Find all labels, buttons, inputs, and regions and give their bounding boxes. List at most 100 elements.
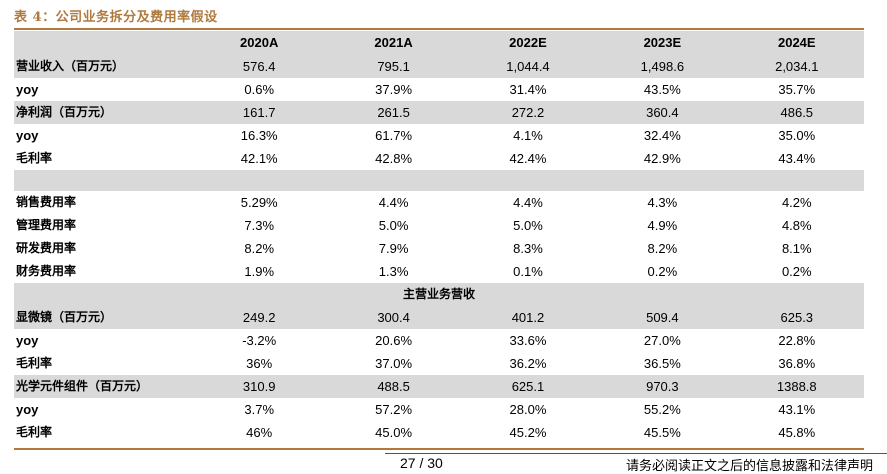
value-cell: 4.4% <box>378 195 409 210</box>
table-row: yoy 3.7% 57.2% 28.0% 55.2% 43.1% <box>14 398 864 421</box>
value-cell: 8.1% <box>781 241 812 256</box>
row-label: 营业收入（百万元） <box>14 55 192 78</box>
row-label: 光学元件组件（百万元） <box>14 375 192 398</box>
value-cell: 4.3% <box>647 195 678 210</box>
value-cell: 625.1 <box>460 375 596 398</box>
value-cell: 0.2% <box>781 264 812 279</box>
table-row: 显微镜（百万元） 249.2 300.4 401.2 509.4 625.3 <box>14 306 864 329</box>
value-cell: 310.9 <box>192 375 327 398</box>
footer-rule <box>385 453 887 454</box>
row-label: yoy <box>16 402 39 417</box>
table-row: 管理费用率 7.3% 5.0% 5.0% 4.9% 4.8% <box>14 214 864 237</box>
value-cell: 249.2 <box>192 306 327 329</box>
value-cell: 46% <box>246 425 273 440</box>
value-cell: 970.3 <box>595 375 730 398</box>
header-row: 2020A 2021A 2022E 2023E 2024E <box>14 31 864 55</box>
table-row: yoy 0.6% 37.9% 31.4% 43.5% 35.7% <box>14 78 864 101</box>
value-cell: 22.8% <box>778 333 816 348</box>
value-cell: 272.2 <box>460 101 596 124</box>
value-cell: 36.2% <box>509 356 547 371</box>
table-row: 营业收入（百万元） 576.4 795.1 1,044.4 1,498.6 2,034.1 <box>14 55 864 78</box>
value-cell: 161.7 <box>192 101 327 124</box>
row-label: 管理费用率 <box>16 218 77 232</box>
row-label: 显微镜（百万元） <box>14 306 192 329</box>
value-cell: 795.1 <box>326 55 461 78</box>
value-cell: 28.0% <box>509 402 547 417</box>
top-rule <box>14 28 864 30</box>
value-cell: 43.1% <box>778 402 816 417</box>
value-cell: 4.1% <box>513 128 543 143</box>
row-label: yoy <box>16 128 39 143</box>
value-cell: 36.8% <box>778 356 816 371</box>
value-cell: 4.8% <box>781 218 812 233</box>
value-cell: 42.4% <box>509 151 547 166</box>
table-row: 财务费用率 1.9% 1.3% 0.1% 0.2% 0.2% <box>14 260 864 283</box>
value-cell: 45.0% <box>375 425 413 440</box>
value-cell <box>595 170 730 191</box>
value-cell: -3.2% <box>242 333 277 348</box>
table-row: yoy 16.3% 61.7% 4.1% 32.4% 35.0% <box>14 124 864 147</box>
value-cell: 45.2% <box>509 425 547 440</box>
value-cell: 35.0% <box>778 128 816 143</box>
table-row: 研发费用率 8.2% 7.9% 8.3% 8.2% 8.1% <box>14 237 864 260</box>
value-cell: 20.6% <box>375 333 413 348</box>
value-cell: 36.5% <box>643 356 681 371</box>
value-cell: 0.2% <box>647 264 678 279</box>
row-label: 研发费用率 <box>16 241 77 255</box>
value-cell <box>460 170 596 191</box>
page-number: 27 / 30 <box>400 455 443 471</box>
value-cell: 42.1% <box>240 151 278 166</box>
value-cell: 36% <box>246 356 273 371</box>
value-cell: 43.4% <box>778 151 816 166</box>
value-cell: 576.4 <box>192 55 327 78</box>
value-cell: 1,044.4 <box>460 55 596 78</box>
value-cell: 42.8% <box>375 151 413 166</box>
value-cell: 360.4 <box>595 101 730 124</box>
row-label: yoy <box>16 333 39 348</box>
value-cell <box>326 170 461 191</box>
value-cell: 42.9% <box>643 151 681 166</box>
header-cell: 2020A <box>192 31 327 55</box>
value-cell: 4.9% <box>647 218 678 233</box>
table-title: 表 4：公司业务拆分及费用率假设 <box>14 10 218 25</box>
value-cell: 401.2 <box>460 306 596 329</box>
table-row: 光学元件组件（百万元） 310.9 488.5 625.1 970.3 1388.8 <box>14 375 864 398</box>
bottom-rule <box>14 448 864 450</box>
header-cell: 2023E <box>595 31 730 55</box>
table-row: 净利润（百万元） 161.7 261.5 272.2 360.4 486.5 <box>14 101 864 124</box>
value-cell: 0.1% <box>513 264 543 279</box>
table-row: 销售费用率 5.29% 4.4% 4.4% 4.3% 4.2% <box>14 191 864 214</box>
value-cell: 486.5 <box>729 101 864 124</box>
value-cell: 625.3 <box>729 306 864 329</box>
value-cell: 8.2% <box>647 241 678 256</box>
row-label: 毛利率 <box>16 151 53 165</box>
value-cell: 5.29% <box>240 195 278 210</box>
value-cell: 3.7% <box>244 402 275 417</box>
value-cell: 1388.8 <box>729 375 864 398</box>
value-cell <box>729 170 864 191</box>
value-cell: 45.8% <box>778 425 816 440</box>
row-label: 毛利率 <box>16 356 53 370</box>
value-cell: 5.0% <box>513 218 543 233</box>
table-row <box>14 170 864 191</box>
value-cell: 43.5% <box>643 82 681 97</box>
row-label: yoy <box>16 82 39 97</box>
value-cell: 27.0% <box>643 333 681 348</box>
table-row: yoy -3.2% 20.6% 33.6% 27.0% 22.8% <box>14 329 864 352</box>
table-row: 毛利率 46% 45.0% 45.2% 45.5% 45.8% <box>14 421 864 444</box>
row-label: 净利润（百万元） <box>14 101 192 124</box>
section-row: 主营业务营收 <box>14 283 864 306</box>
value-cell: 4.2% <box>781 195 812 210</box>
page-footer: 27 / 30 请务必阅读正文之后的信息披露和法律声明 <box>0 453 887 474</box>
header-cell: 2021A <box>326 31 461 55</box>
table-row: 毛利率 42.1% 42.8% 42.4% 42.9% 43.4% <box>14 147 864 170</box>
value-cell: 31.4% <box>509 82 547 97</box>
header-cell: 2022E <box>460 31 596 55</box>
value-cell: 55.2% <box>643 402 681 417</box>
value-cell: 1,498.6 <box>595 55 730 78</box>
table-row: 毛利率 36% 37.0% 36.2% 36.5% 36.8% <box>14 352 864 375</box>
value-cell: 5.0% <box>378 218 409 233</box>
value-cell: 7.9% <box>378 241 409 256</box>
value-cell: 261.5 <box>326 101 461 124</box>
financial-table: 2020A 2021A 2022E 2023E 2024E 营业收入（百万元） 5… <box>14 31 864 444</box>
